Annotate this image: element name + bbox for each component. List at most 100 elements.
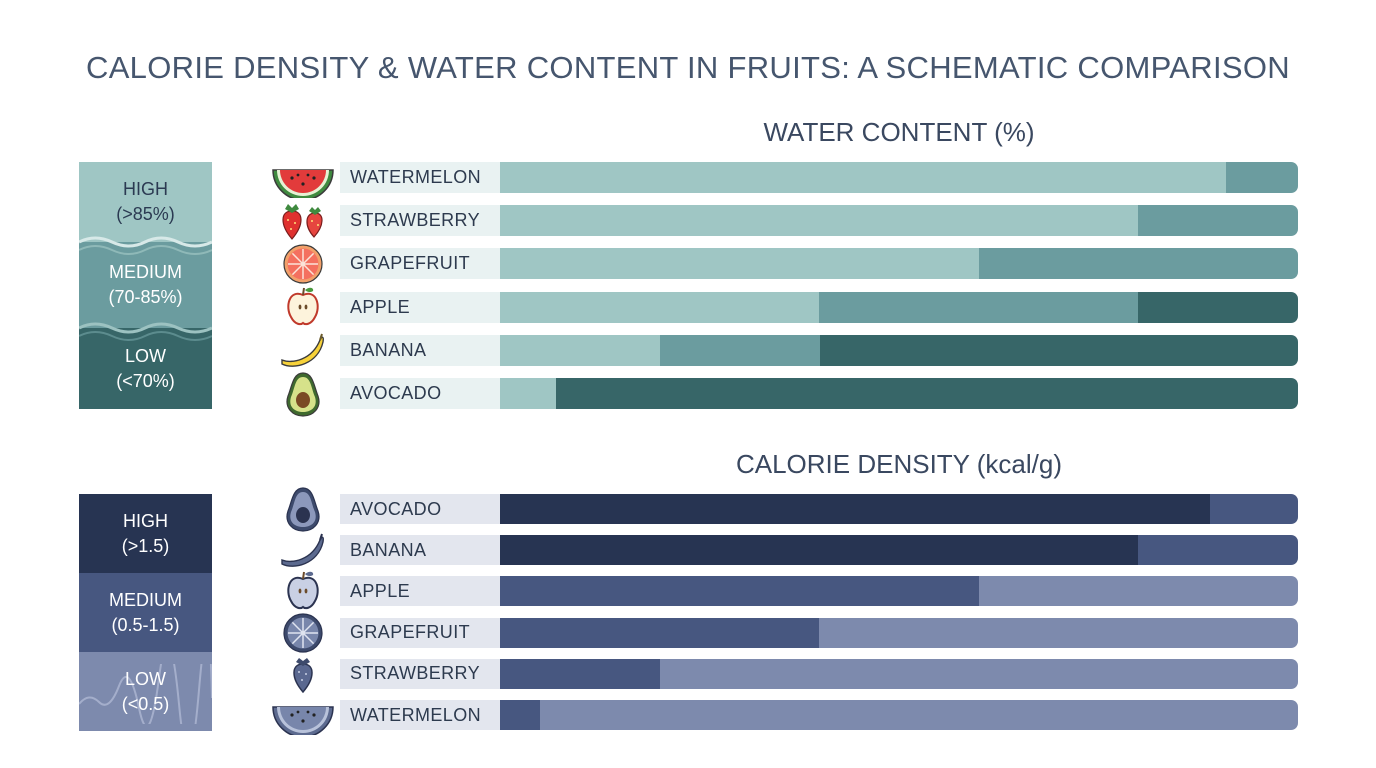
category-label-box: AVOCADO [340, 378, 500, 409]
strawberry-icon [270, 203, 336, 240]
bar-segment-low [556, 378, 1298, 409]
calorie-row-grapefruit: GRAPEFRUIT [270, 612, 1298, 653]
chart-title: CALORIE DENSITY & WATER CONTENT IN FRUIT… [86, 50, 1290, 85]
bar-segment-high [500, 334, 661, 366]
water-legend-medium: MEDIUM (70-85%) [79, 242, 212, 328]
water-legend: HIGH (>85%) MEDIUM (70-85%) LOW (<70%) [79, 162, 212, 409]
water-row-apple: APPLE [270, 287, 1298, 326]
category-label: BANANA [350, 339, 427, 360]
avocado-icon [270, 371, 336, 417]
category-label: APPLE [350, 296, 411, 317]
bar-segment-low [1138, 291, 1298, 323]
watermelon-icon [270, 162, 336, 198]
water-legend-medium-range: (70-85%) [108, 287, 183, 307]
calorie-legend-low-range: (<0.5) [121, 693, 170, 714]
category-label-box: APPLE [340, 291, 500, 323]
bar-track [500, 205, 1298, 237]
bar-segment-low [540, 700, 1298, 730]
category-label-box: GRAPEFRUIT [340, 617, 500, 648]
bar-segment-high [500, 494, 1211, 524]
category-label-box: WATERMELON [340, 700, 500, 730]
bar-track [500, 162, 1298, 193]
water-legend-low-range: (<70%) [116, 370, 175, 391]
bar-segment-medium [500, 576, 980, 607]
category-label-box: WATERMELON [340, 162, 500, 193]
bar-track [500, 658, 1298, 689]
apple-icon [270, 572, 336, 610]
bar-segment-high [500, 248, 980, 280]
calorie-legend: HIGH (>1.5) MEDIUM (0.5-1.5) LOW (<0.5) [79, 494, 212, 731]
water-legend-low: LOW (<70%) [79, 328, 212, 409]
bar-segment-medium [819, 291, 1139, 323]
water-legend-high-label: HIGH [123, 179, 168, 199]
bar-segment-medium [660, 334, 821, 366]
category-label: AVOCADO [350, 498, 442, 519]
calorie-row-avocado: AVOCADO [270, 487, 1298, 532]
water-row-avocado: AVOCADO [270, 371, 1298, 417]
category-label: BANANA [350, 539, 427, 560]
category-label: WATERMELON [350, 167, 482, 187]
bar-track [500, 700, 1298, 730]
bar-track [500, 617, 1298, 648]
category-label-box: APPLE [340, 576, 500, 607]
apple-icon [270, 287, 336, 326]
bar-segment-medium [979, 248, 1298, 280]
bar-segment-medium [500, 700, 541, 730]
strawberry-icon [270, 657, 336, 693]
banana-icon [270, 333, 336, 368]
grapefruit-icon [270, 612, 336, 653]
category-label-box: GRAPEFRUIT [340, 248, 500, 280]
bar-track [500, 576, 1298, 607]
bar-segment-high [500, 378, 557, 409]
water-row-grapefruit: GRAPEFRUIT [270, 244, 1298, 284]
water-row-strawberry: STRAWBERRY [270, 203, 1298, 240]
water-row-watermelon: WATERMELON [270, 162, 1298, 198]
banana-icon [270, 533, 336, 568]
category-label: WATERMELON [350, 704, 482, 725]
bar-segment-low [660, 658, 1298, 689]
calorie-row-watermelon: WATERMELON [270, 700, 1298, 735]
calorie-legend-high-range: (>1.5) [121, 535, 170, 556]
bar-segment-medium [1226, 162, 1298, 193]
bar-segment-high [500, 205, 1139, 237]
category-label: APPLE [350, 580, 411, 601]
bar-segment-high [500, 291, 820, 323]
bar-track [500, 248, 1298, 280]
calorie-squiggle-decoration [79, 664, 212, 724]
bar-segment-low [820, 334, 1298, 366]
bar-segment-high [500, 162, 1227, 193]
calorie-row-banana: BANANA [270, 533, 1298, 568]
bar-segment-low [979, 576, 1298, 607]
bar-track [500, 378, 1298, 409]
calorie-density-title: CALORIE DENSITY (kcal/g) [735, 449, 1063, 479]
category-label: GRAPEFRUIT [350, 622, 471, 643]
water-legend-low-label: LOW [124, 345, 166, 366]
calorie-legend-high-label: HIGH [123, 510, 168, 531]
category-label-box: BANANA [340, 334, 500, 366]
water-legend-medium-label: MEDIUM [109, 262, 182, 282]
calorie-legend-high: HIGH (>1.5) [79, 494, 212, 573]
water-content-title: WATER CONTENT (%) [763, 117, 1035, 147]
category-label: STRAWBERRY [350, 210, 481, 231]
category-label: AVOCADO [350, 383, 442, 403]
bar-track [500, 535, 1298, 566]
calorie-row-apple: APPLE [270, 572, 1298, 610]
water-legend-high-range: (>85%) [116, 204, 175, 224]
bar-segment-medium [500, 658, 661, 689]
calorie-legend-medium-range: (0.5-1.5) [111, 614, 180, 635]
bar-segment-medium [1138, 535, 1298, 566]
bar-segment-medium [1138, 205, 1298, 237]
calorie-legend-medium: MEDIUM (0.5-1.5) [79, 573, 212, 652]
water-wave-decoration-bottom [79, 322, 212, 341]
category-label-box: STRAWBERRY [340, 658, 500, 689]
water-row-banana: BANANA [270, 333, 1298, 368]
bar-segment-medium [1210, 494, 1298, 524]
category-label: GRAPEFRUIT [350, 253, 471, 274]
grapefruit-icon [270, 244, 336, 284]
category-label-box: BANANA [340, 535, 500, 566]
bar-track [500, 334, 1298, 366]
bar-track [500, 494, 1298, 524]
bar-segment-low [819, 617, 1298, 648]
bar-segment-medium [500, 617, 820, 648]
category-label-box: AVOCADO [340, 494, 500, 524]
